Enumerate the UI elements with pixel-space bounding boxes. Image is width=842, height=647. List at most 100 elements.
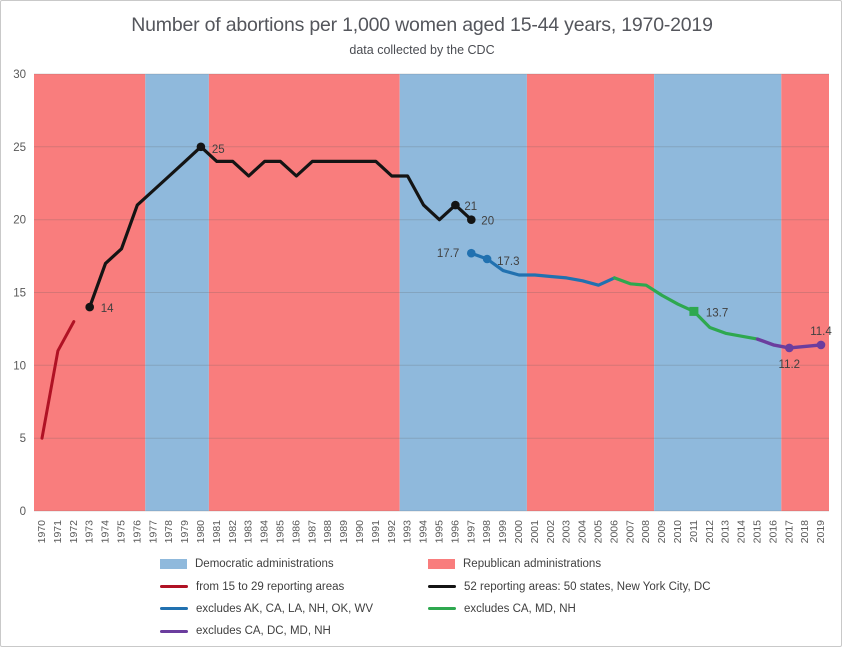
chart-subtitle: data collected by the CDC (349, 43, 495, 57)
svg-text:2007: 2007 (624, 520, 636, 544)
legend: Democratic administrations Republican adm… (160, 553, 711, 643)
svg-text:2019: 2019 (815, 520, 827, 544)
legend-item-15-to-29-reporting-areas: from 15 to 29 reporting areas (160, 581, 428, 593)
svg-text:1986: 1986 (290, 520, 302, 544)
legend-item-label: Democratic administrations (195, 558, 334, 571)
svg-text:10: 10 (13, 360, 26, 372)
legend-item-excludes-ak-ca-la-nh-ok-wv: excludes AK, CA, LA, NH, OK, WV (160, 603, 428, 615)
data-point-marker (467, 215, 476, 224)
chart-title: Number of abortions per 1,000 women aged… (131, 14, 713, 36)
svg-text:1987: 1987 (306, 520, 318, 544)
data-point-marker (85, 302, 94, 312)
svg-text:2004: 2004 (577, 520, 589, 544)
svg-text:1975: 1975 (116, 520, 128, 544)
legend-item-republican-administrations: Republican administrations (428, 558, 711, 570)
data-point-labels: 14 25 21 20 17.7 17.3 13.7 11.2 11.4 (101, 144, 833, 371)
svg-text:1981: 1981 (211, 520, 223, 544)
band-republican (208, 74, 400, 511)
svg-text:1972: 1972 (68, 520, 80, 544)
svg-text:2000: 2000 (513, 520, 525, 544)
legend-item-label: Republican administrations (463, 558, 602, 571)
legend-line-swatch (160, 629, 188, 633)
svg-text:20: 20 (481, 216, 494, 228)
svg-text:1973: 1973 (84, 520, 96, 544)
svg-text:17.7: 17.7 (437, 248, 459, 260)
svg-text:20: 20 (13, 215, 26, 227)
data-point-marker (482, 254, 492, 264)
svg-text:2005: 2005 (593, 520, 605, 544)
legend-item-democratic-administrations: Democratic administrations (160, 558, 428, 570)
legend-band-swatch (428, 559, 455, 570)
legend-band-swatch (160, 559, 187, 570)
svg-text:1993: 1993 (402, 520, 414, 544)
svg-text:13.7: 13.7 (706, 307, 728, 319)
x-axis-labels: 1970 1971 1972 1973 1974 1975 1976 1977 1978 1979… (36, 520, 827, 544)
svg-text:1997: 1997 (465, 520, 477, 544)
svg-text:2002: 2002 (545, 520, 557, 544)
legend-item-excludes-ca-dc-md-nh: excludes CA, DC, MD, NH (160, 625, 428, 637)
svg-text:2009: 2009 (656, 520, 668, 544)
legend-item-52-reporting-areas: 52 reporting areas: 50 states, New York … (428, 581, 711, 593)
svg-text:2015: 2015 (752, 520, 764, 544)
svg-text:2014: 2014 (736, 520, 748, 544)
y-axis-labels: 0 5 10 15 20 25 30 (13, 69, 26, 518)
svg-text:2001: 2001 (529, 520, 541, 544)
svg-text:1976: 1976 (131, 520, 143, 544)
svg-text:30: 30 (13, 69, 26, 81)
svg-text:2010: 2010 (672, 520, 684, 544)
svg-text:1971: 1971 (52, 520, 64, 544)
svg-text:21: 21 (464, 201, 477, 213)
svg-text:1990: 1990 (354, 520, 366, 544)
svg-text:1988: 1988 (322, 520, 334, 544)
svg-text:2008: 2008 (640, 520, 652, 544)
series-excludes-ca-md-nh (612, 276, 760, 341)
svg-text:1985: 1985 (274, 520, 286, 544)
legend-item-label: excludes CA, MD, NH (464, 602, 576, 615)
svg-text:2003: 2003 (561, 520, 573, 544)
svg-text:1977: 1977 (147, 520, 159, 544)
band-democratic (654, 74, 782, 511)
svg-text:1992: 1992 (386, 520, 398, 544)
legend-line-swatch (160, 607, 188, 611)
svg-text:5: 5 (20, 433, 26, 445)
svg-text:1979: 1979 (179, 520, 191, 544)
series-excludes-ak-ca-la-nh-ok-wv (467, 248, 617, 287)
svg-text:1995: 1995 (433, 520, 445, 544)
svg-text:1982: 1982 (227, 520, 239, 544)
svg-text:17.3: 17.3 (497, 256, 519, 268)
data-point-marker (196, 142, 206, 152)
svg-text:2016: 2016 (767, 520, 779, 544)
svg-text:1996: 1996 (449, 520, 461, 544)
svg-text:2013: 2013 (720, 520, 732, 544)
svg-text:14: 14 (101, 303, 114, 315)
legend-item-label: excludes AK, CA, LA, NH, OK, WV (196, 602, 374, 615)
svg-text:25: 25 (13, 142, 26, 154)
svg-text:2012: 2012 (704, 520, 716, 544)
svg-text:0: 0 (20, 506, 26, 518)
svg-text:11.2: 11.2 (779, 359, 801, 371)
svg-text:1994: 1994 (418, 520, 430, 544)
data-point-marker (689, 306, 699, 316)
svg-text:1984: 1984 (259, 520, 271, 544)
svg-text:1970: 1970 (36, 520, 48, 544)
legend-item-label: from 15 to 29 reporting areas (196, 580, 345, 593)
svg-text:1974: 1974 (100, 520, 112, 544)
series-from-15-to-29-reporting-areas (40, 320, 76, 440)
band-republican (526, 74, 655, 511)
legend-item-excludes-ca-md-nh: excludes CA, MD, NH (428, 603, 711, 615)
data-point-marker (785, 343, 794, 353)
series-excludes-ca-dc-md-nh (755, 337, 826, 353)
data-point-marker (816, 340, 826, 350)
svg-text:11.4: 11.4 (810, 326, 832, 338)
legend-item-label: 52 reporting areas: 50 states, New York … (464, 580, 711, 593)
svg-text:2011: 2011 (688, 520, 700, 543)
svg-text:1989: 1989 (338, 520, 350, 544)
legend-line-swatch (160, 585, 188, 589)
data-point-marker (467, 248, 476, 258)
svg-text:1980: 1980 (195, 520, 207, 544)
svg-text:1999: 1999 (497, 520, 509, 544)
svg-text:1991: 1991 (370, 520, 382, 544)
band-republican (34, 74, 146, 511)
svg-text:15: 15 (13, 288, 26, 300)
